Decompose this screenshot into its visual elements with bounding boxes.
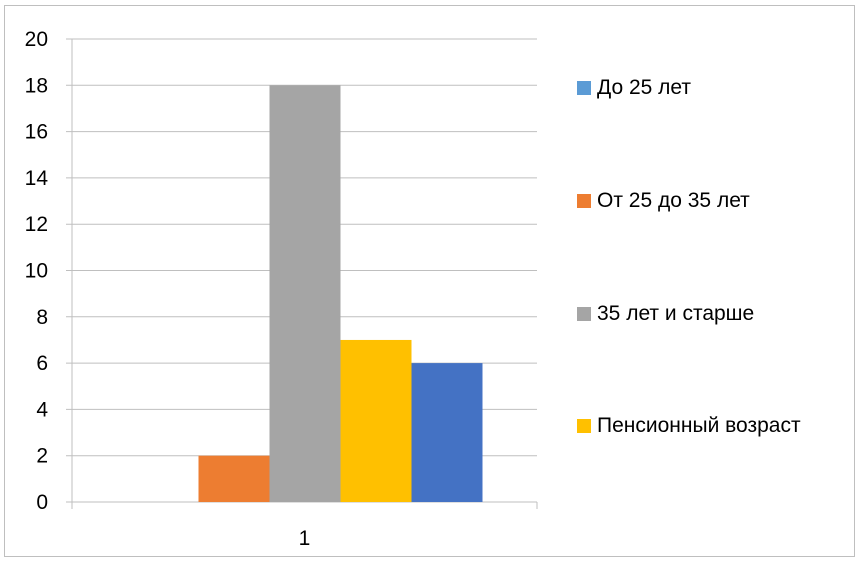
legend-item-series-4: Пенсионный возраст (577, 414, 801, 438)
legend-label: Пенсионный возраст (597, 414, 801, 437)
legend-swatch (577, 194, 591, 208)
legend-item-series-3: 35 лет и старше (577, 302, 754, 326)
bar (198, 455, 270, 502)
bars (198, 85, 483, 503)
bar (340, 339, 412, 502)
legend-swatch (577, 419, 591, 433)
y-tick-label: 2 (36, 445, 48, 468)
y-tick-label: 8 (36, 306, 48, 329)
bar (269, 85, 341, 503)
y-tick-label: 12 (25, 213, 48, 236)
y-tick-label: 14 (25, 167, 49, 190)
legend-item-series-2: От 25 до 35 лет (577, 189, 750, 213)
legend-label: До 25 лет (597, 76, 692, 99)
legend-label: 35 лет и старше (597, 302, 755, 325)
y-tick-label: 16 (25, 121, 48, 144)
y-tick-label: 10 (25, 260, 48, 283)
legend-swatch (577, 81, 591, 95)
y-tick-label: 6 (36, 352, 48, 375)
legend-label: От 25 до 35 лет (597, 189, 750, 212)
legend-swatch (577, 307, 591, 321)
bar (411, 363, 483, 502)
y-tick-label: 4 (36, 398, 48, 421)
legend: До 25 лет От 25 до 35 лет 35 лет и старш… (577, 0, 847, 564)
tick-labels: 0 2 4 6 8 10 12 14 16 18 20 1 (25, 28, 311, 550)
legend-item-series-1: До 25 лет (577, 76, 691, 100)
y-tick-label: 20 (25, 28, 48, 51)
y-tick-label: 0 (36, 491, 48, 514)
x-tick-label: 1 (299, 527, 311, 550)
y-tick-label: 18 (25, 74, 48, 97)
